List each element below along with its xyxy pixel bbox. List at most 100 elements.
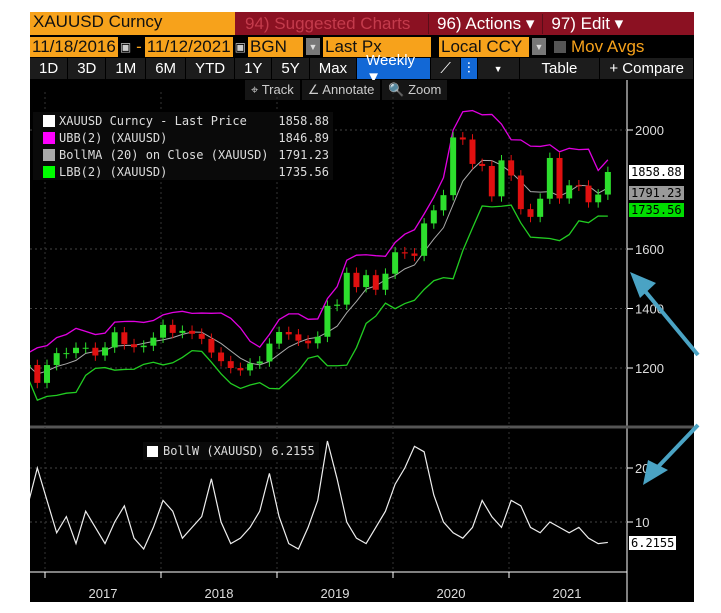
- candle-body: [314, 336, 321, 344]
- params-bar: 11/18/2016 ▣ - 11/12/2021 ▣ BGN ▼ Last P…: [30, 36, 694, 57]
- currency-select[interactable]: Local CCY: [439, 36, 530, 57]
- price-tick-label: 1200: [635, 361, 664, 376]
- legend-swatch: [147, 445, 158, 457]
- candle-chart-icon[interactable]: ⫶: [460, 58, 478, 79]
- candle-body: [604, 171, 611, 195]
- year-label: 2021: [553, 586, 582, 601]
- date-dash: -: [136, 36, 142, 56]
- period-5y[interactable]: 5Y: [272, 58, 310, 79]
- price-tick-label: 1400: [635, 302, 664, 317]
- legend-item-lbb[interactable]: LBB(2) (XAUUSD) 1735.56: [33, 163, 333, 180]
- candle-body: [295, 334, 302, 341]
- mov-avgs-checkbox[interactable]: [554, 40, 567, 53]
- candle-body: [450, 137, 457, 196]
- calendar-icon[interactable]: ▣: [234, 39, 247, 54]
- period-1m[interactable]: 1M: [106, 58, 147, 79]
- price-chart[interactable]: 1200 1400 1600 2000 10 20 2017 2018 2019 2020 2021: [30, 12, 694, 602]
- candle-body: [189, 330, 196, 334]
- candle-body: [546, 157, 553, 199]
- bollw-tick-label: 20: [635, 461, 649, 476]
- chevron-down-icon[interactable]: ▼: [306, 38, 321, 55]
- candle-body: [208, 338, 215, 353]
- period-1y[interactable]: 1Y: [235, 58, 273, 79]
- candle-body: [421, 223, 428, 256]
- candle-body: [324, 305, 331, 337]
- candle-body: [160, 324, 167, 338]
- candle-body: [44, 365, 50, 383]
- annotate-button[interactable]: ∠ Annotate: [301, 80, 381, 100]
- chart-legend: XAUUSD Curncy - Last Price 1858.88 UBB(2)…: [33, 112, 333, 180]
- legend-swatch: [43, 148, 55, 161]
- period-3d[interactable]: 3D: [68, 58, 107, 79]
- bollw-line: [30, 440, 608, 551]
- start-date-field[interactable]: 11/18/2016: [30, 36, 118, 57]
- chart-tools: ⌖ Track ∠ Annotate 🔍 Zoom: [245, 80, 449, 100]
- bollw-tag: 6.2155: [629, 536, 677, 550]
- price-tick-label: 2000: [635, 123, 664, 138]
- legend-swatch: [43, 165, 55, 178]
- lbb-line: [30, 204, 608, 401]
- candle-body: [73, 347, 80, 354]
- title-bar: XAUUSD Curncy 94) Suggested Charts 96) A…: [30, 12, 694, 35]
- track-button[interactable]: ⌖ Track: [245, 80, 300, 100]
- lbb-tag: 1735.56: [629, 203, 684, 217]
- source-select[interactable]: BGN: [248, 36, 304, 57]
- field-select[interactable]: Last Px: [323, 36, 432, 57]
- compare-button[interactable]: + Compare: [600, 58, 694, 79]
- suggested-charts-button[interactable]: 94) Suggested Charts: [245, 13, 411, 33]
- candle-body: [121, 332, 128, 345]
- candle-body: [237, 368, 244, 371]
- line-chart-icon[interactable]: ⟋: [431, 58, 461, 79]
- chevron-down-icon[interactable]: ▼: [532, 38, 547, 55]
- candle-body: [372, 275, 379, 290]
- candle-body: [285, 332, 292, 335]
- mov-avgs-label: Mov Avgs: [571, 36, 645, 56]
- candle-body: [53, 353, 60, 366]
- candle-body: [566, 185, 573, 199]
- edit-menu[interactable]: 97) Edit ▾: [542, 13, 631, 34]
- chart-type-dropdown-icon[interactable]: ▼: [478, 58, 520, 79]
- candle-body: [411, 253, 418, 256]
- candle-body: [63, 353, 70, 355]
- candle-body: [488, 165, 495, 197]
- candle-body: [140, 345, 147, 348]
- bollw-legend[interactable]: BollW (XAUUSD) 6.2155: [143, 442, 319, 460]
- bollma-tag: 1791.23: [629, 186, 684, 200]
- legend-label: BollMA (20) on Close (XAUUSD): [59, 147, 269, 162]
- candle-body: [227, 361, 234, 368]
- table-button[interactable]: Table: [520, 58, 601, 79]
- legend-label: LBB(2) (XAUUSD): [59, 164, 168, 179]
- legend-value: 1791.23: [278, 147, 329, 162]
- candle-body: [131, 344, 138, 348]
- period-6m[interactable]: 6M: [146, 58, 187, 79]
- candle-body: [218, 352, 225, 362]
- candle-body: [343, 272, 350, 305]
- ticker-field[interactable]: XAUUSD Curncy: [30, 12, 235, 35]
- legend-item-bollma[interactable]: BollMA (20) on Close (XAUUSD) 1791.23: [33, 146, 333, 163]
- actions-menu[interactable]: 96) Actions ▾: [428, 13, 542, 34]
- ubb-line: [30, 109, 609, 353]
- zoom-button[interactable]: 🔍 Zoom: [382, 80, 448, 100]
- end-date-field[interactable]: 11/12/2021: [144, 36, 233, 57]
- legend-item-ubb[interactable]: UBB(2) (XAUUSD) 1846.89: [33, 129, 333, 146]
- price-tick-label: 1600: [635, 242, 664, 257]
- candle-body: [430, 210, 437, 224]
- calendar-icon[interactable]: ▣: [119, 39, 132, 54]
- year-label: 2017: [89, 586, 118, 601]
- year-label: 2020: [437, 586, 466, 601]
- period-max[interactable]: Max: [310, 58, 358, 79]
- candle-body: [34, 365, 41, 383]
- legend-value: 1846.89: [278, 130, 329, 145]
- legend-label: BollW (XAUUSD) 6.2155: [163, 444, 315, 458]
- candle-body: [440, 195, 447, 211]
- last-price-tag: 1858.88: [629, 165, 684, 179]
- candle-body: [585, 185, 592, 203]
- period-1d[interactable]: 1D: [30, 58, 69, 79]
- candle-body: [479, 163, 486, 166]
- legend-item-price[interactable]: XAUUSD Curncy - Last Price 1858.88: [33, 112, 333, 129]
- candle-body: [276, 332, 283, 344]
- period-ytd[interactable]: YTD: [186, 58, 236, 79]
- legend-swatch: [43, 114, 55, 127]
- candle-body: [459, 137, 466, 140]
- candle-body: [247, 363, 254, 371]
